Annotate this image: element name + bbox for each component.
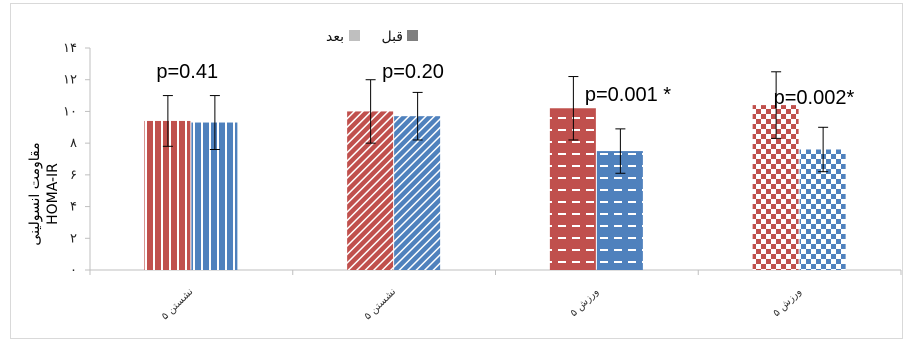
p-value-annotation: p=0.20 xyxy=(382,61,444,83)
y-tick-label: ۱۴ xyxy=(63,41,77,56)
legend-swatch-before xyxy=(407,30,418,41)
y-tick-label: ۰ xyxy=(70,263,77,278)
y-tick-label: ۸ xyxy=(70,136,77,151)
legend-label-after: بعد xyxy=(326,29,344,45)
p-value-annotation: p=0.002* xyxy=(774,87,855,109)
y-tick-label: ۱۰ xyxy=(63,104,77,119)
annotations: p=0.41 p=0.20 p=0.001 * p=0.002* xyxy=(156,61,854,109)
y-tick-label: ۲ xyxy=(70,231,77,246)
category-label: ورزش ۵ xyxy=(771,286,804,319)
y-axis-label: مقاومت انسولینی HOMA-IR xyxy=(27,142,61,245)
bar-chart: قبل بعد مقاومت انسولینی HOMA-IR ۰ ۲ ۴ ۶ ۸ ۱۰ ۱… xyxy=(11,4,904,340)
error-bars xyxy=(163,72,828,173)
legend: قبل بعد xyxy=(326,29,418,45)
category-labels: نشستن ۵ نشستن ۵ ورزش ۵ ورزش ۵ xyxy=(160,286,804,322)
y-axis-label-line2: HOMA-IR xyxy=(45,163,61,225)
bars xyxy=(144,105,845,270)
chart-frame: قبل بعد مقاومت انسولینی HOMA-IR ۰ ۲ ۴ ۶ ۸ ۱۰ ۱… xyxy=(10,3,903,339)
y-ticks: ۰ ۲ ۴ ۶ ۸ ۱۰ ۱۲ ۱۴ xyxy=(63,41,90,278)
category-label: ورزش ۵ xyxy=(568,286,601,319)
y-tick-label: ۶ xyxy=(70,168,77,183)
p-value-annotation: p=0.001 * xyxy=(585,84,671,106)
legend-swatch-after xyxy=(349,30,360,41)
category-label: نشستن ۵ xyxy=(160,286,196,322)
category-label: نشستن ۵ xyxy=(362,286,398,322)
y-tick-label: ۱۲ xyxy=(63,73,77,88)
y-axis-label-line1: مقاومت انسولینی xyxy=(27,142,43,245)
p-value-annotation: p=0.41 xyxy=(156,61,218,83)
y-tick-label: ۴ xyxy=(70,200,77,215)
legend-label-before: قبل xyxy=(381,29,403,45)
x-ticks xyxy=(90,270,901,275)
